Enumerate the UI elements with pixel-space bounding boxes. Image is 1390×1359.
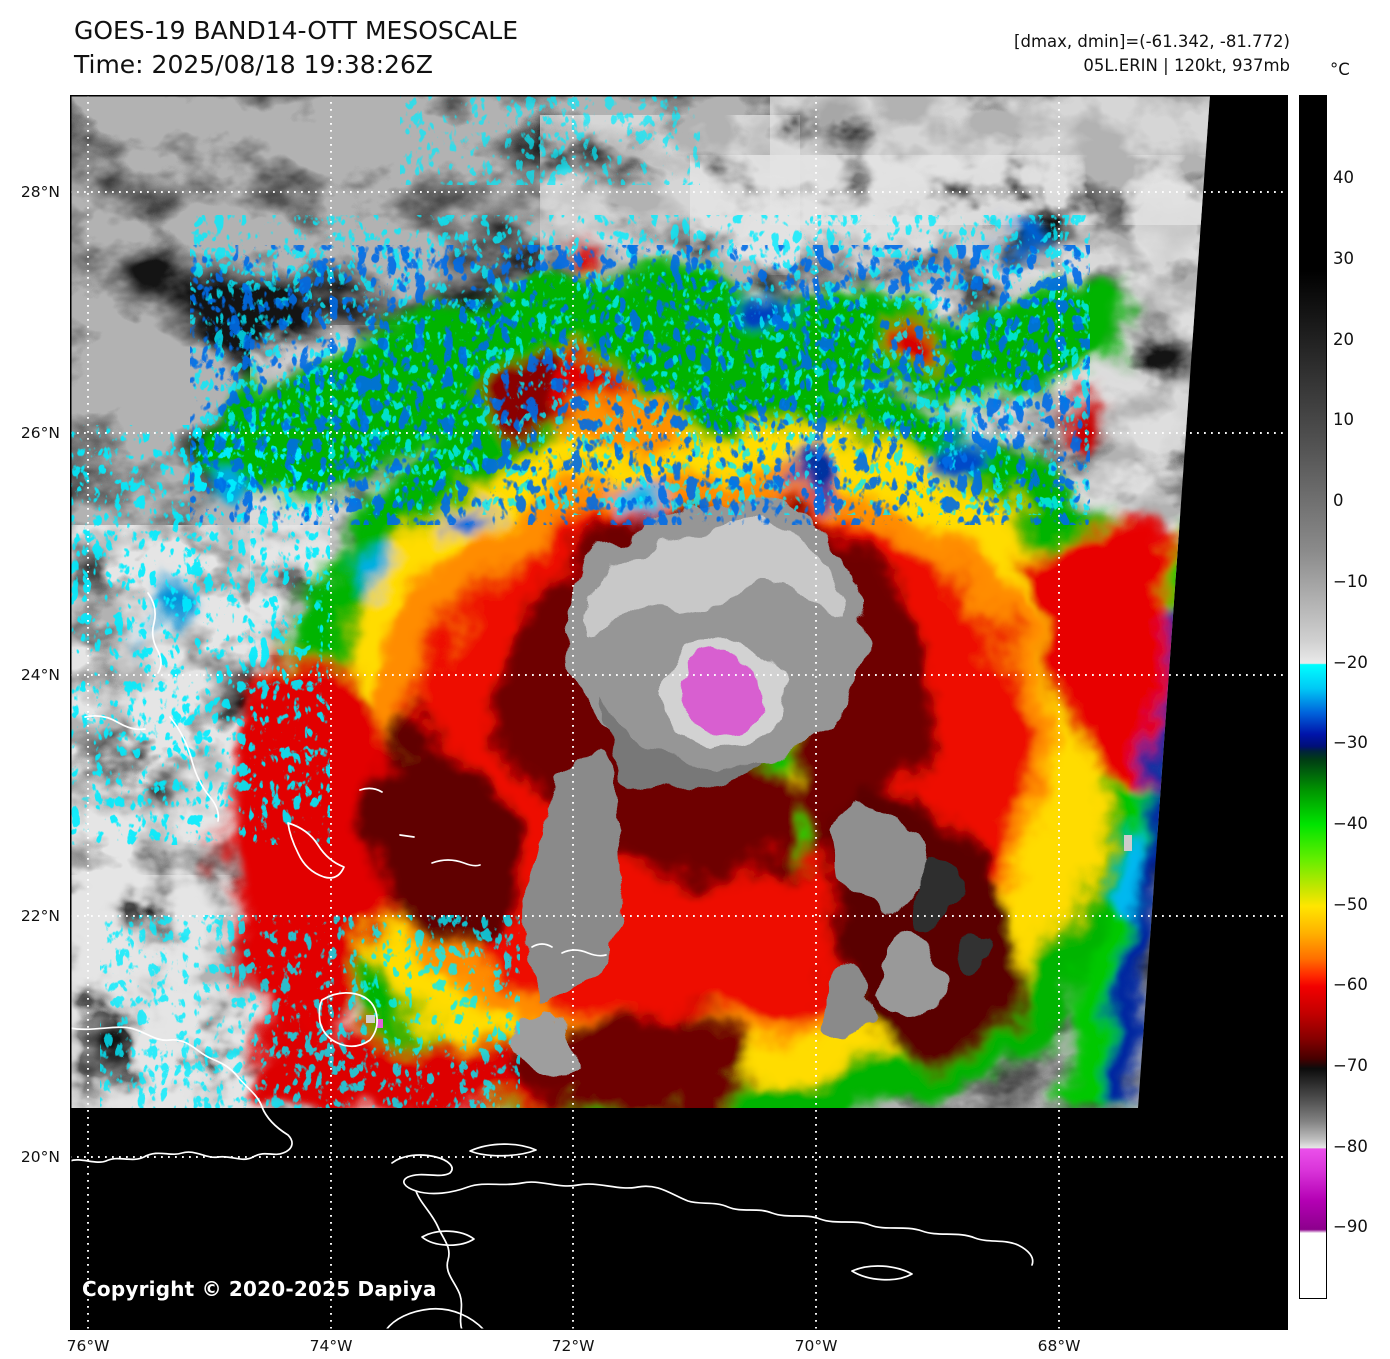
product-title: GOES-19 BAND14-OTT MESOSCALE (74, 16, 519, 45)
colorbar-tick-label: −20 (1333, 653, 1368, 672)
colorbar-tick-label: −50 (1333, 895, 1368, 914)
colorbar-tick-label: −10 (1333, 572, 1368, 591)
colorbar-tick-label: −30 (1333, 733, 1368, 752)
colorbar-tick-label: −80 (1333, 1137, 1368, 1156)
data-region (70, 95, 1210, 1108)
dmax-dmin-readout: [dmax, dmin]=(-61.342, -81.772) (1014, 32, 1290, 51)
lat-axis-label: 26°N (20, 424, 60, 442)
lon-axis-label: 70°W (794, 1337, 838, 1355)
colorbar-unit-label: °C (1330, 60, 1350, 79)
timestamp: Time: 2025/08/18 19:38:26Z (74, 50, 433, 79)
colorbar-tick-label: −40 (1333, 814, 1368, 833)
lon-axis-label: 74°W (309, 1337, 353, 1355)
lon-axis-label: 72°W (551, 1337, 595, 1355)
map-frame (70, 95, 1288, 1330)
colorbar-tick-label: 0 (1333, 491, 1344, 510)
title-block: GOES-19 BAND14-OTT MESOSCALE Time: 2025/… (74, 14, 518, 82)
lat-axis-label: 28°N (20, 183, 60, 201)
storm-readout: 05L.ERIN | 120kt, 937mb (1083, 56, 1290, 75)
colorbar-tick-label: 30 (1333, 249, 1354, 268)
lon-axis-label: 76°W (66, 1337, 110, 1355)
colorbar (1299, 95, 1327, 1299)
graticule (70, 95, 1288, 1330)
readouts: [dmax, dmin]=(-61.342, -81.772) 05L.ERIN… (1014, 30, 1290, 78)
colorbar-tick-label: 10 (1333, 410, 1354, 429)
satellite-image (70, 95, 1288, 1330)
colorbar-tick-label: 20 (1333, 330, 1354, 349)
storm-eye (510, 502, 991, 1074)
lat-axis-label: 24°N (20, 666, 60, 684)
colorbar-tick-label: −90 (1333, 1217, 1368, 1236)
lat-axis-label: 22°N (20, 907, 60, 925)
colorbar-tick-label: 40 (1333, 168, 1354, 187)
colorbar-tick-label: −60 (1333, 975, 1368, 994)
lat-axis-label: 20°N (20, 1148, 60, 1166)
copyright-note: Copyright © 2020-2025 Dapiya (82, 1277, 437, 1301)
coldest-overshoot-magenta (682, 656, 760, 730)
lon-axis-label: 68°W (1037, 1337, 1081, 1355)
colorbar-tick-label: −70 (1333, 1056, 1368, 1075)
coastlines (70, 592, 1034, 1330)
